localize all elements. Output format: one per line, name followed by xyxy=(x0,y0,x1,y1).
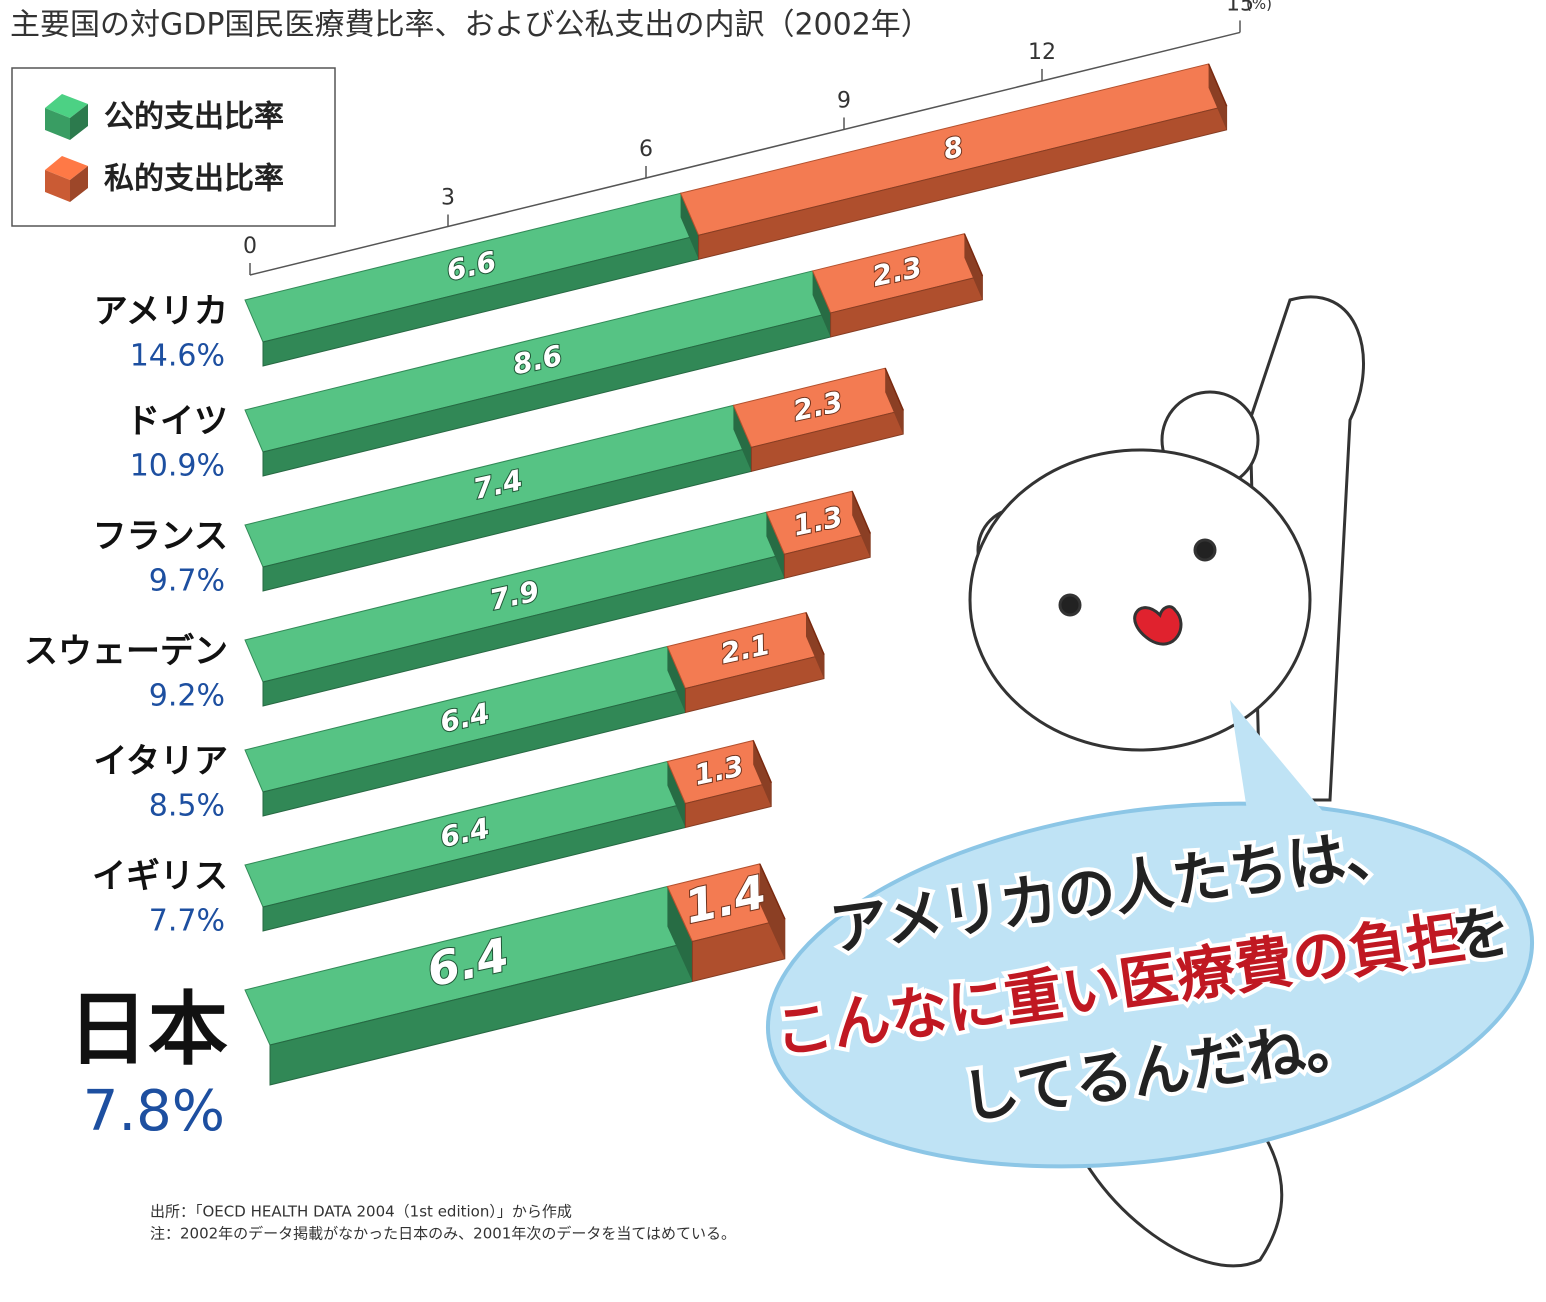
x-unit: (%) xyxy=(1246,0,1272,13)
category-label: イギリス xyxy=(92,857,228,897)
x-tick-label: 3 xyxy=(441,185,455,210)
total-label: 14.6% xyxy=(130,339,225,374)
total-label: 9.2% xyxy=(149,679,225,714)
legend-box xyxy=(12,68,335,226)
x-tick-label: 12 xyxy=(1028,40,1056,65)
speech-bubble: アメリカの人たちは、 こんなに重い医療費の負担 を してるんだね。 xyxy=(744,700,1546,1212)
x-tick-label: 6 xyxy=(639,137,653,162)
total-label: 8.5% xyxy=(149,789,225,824)
x-tick-label: 0 xyxy=(243,234,257,259)
source-note: 注：2002年のデータ掲載がなかった日本のみ、2001年次のデータを当てはめてい… xyxy=(150,1225,736,1243)
total-label: 7.7% xyxy=(149,904,225,939)
category-label: ドイツ xyxy=(126,402,228,442)
total-label: 9.7% xyxy=(149,564,225,599)
chart-title: 主要国の対GDP国民医療費比率、および公私支出の内訳（2002年） xyxy=(10,8,931,43)
legend-label: 公的支出比率 xyxy=(104,100,284,135)
legend-label: 私的支出比率 xyxy=(104,162,284,197)
total-label: 10.9% xyxy=(130,449,225,484)
category-label: スウェーデン xyxy=(24,632,228,672)
x-tick-label: 9 xyxy=(837,88,851,113)
category-label: アメリカ xyxy=(94,292,228,332)
bubble-text: を xyxy=(1448,897,1515,972)
chart: 主要国の対GDP国民医療費比率、および公私支出の内訳（2002年） 公的支出比率… xyxy=(0,0,1546,1302)
category-label: フランス xyxy=(93,517,228,557)
category-label: イタリア xyxy=(93,742,228,782)
source-note: 出所：「OECD HEALTH DATA 2004（1st edition）」か… xyxy=(150,1203,572,1221)
category-label: 日本 xyxy=(68,983,228,1076)
total-label: 7.8% xyxy=(83,1079,225,1144)
